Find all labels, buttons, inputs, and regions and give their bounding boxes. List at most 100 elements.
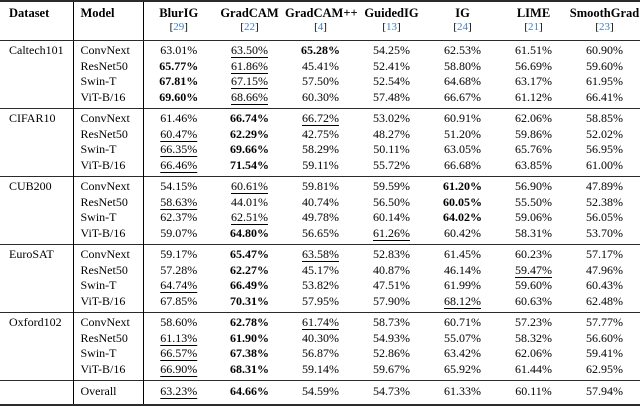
model-name: Swin-T [73,142,144,158]
metric-cell: 61.44% [498,362,569,381]
metric-value: 60.63% [515,293,552,308]
metric-cell: 52.41% [356,59,427,75]
dataset-name: Caltech101 [0,40,74,109]
metric-cell: 42.75% [285,127,356,143]
dataset-group-oxford102: Oxford102 ConvNext 58.60% 62.78% 61.74% 58.73… [0,312,640,381]
table-row: ResNet50 57.28% 62.27% 45.17% 40.87% 46.14% 59… [0,262,640,279]
metric-cell: 60.71% [427,313,498,331]
metric-value: 52.38% [586,194,623,209]
metric-value: 61.00% [586,157,623,172]
overall-row: Overall 63.23% 64.66% 54.59% 54.73% 61.33% 60.… [0,380,640,405]
metric-value: 64.68% [444,74,481,88]
metric-cell: 60.43% [569,278,640,294]
column-header-label: Model [80,6,115,20]
column-header-label: Dataset [9,6,50,20]
metric-cell: 64.68% [427,74,498,90]
citation-link[interactable]: 23 [599,21,610,33]
metric-cell: 60.05% [427,195,498,211]
citation-link[interactable]: 13 [386,21,397,33]
metric-value: 63.05% [444,142,481,156]
metric-cell: 54.73% [356,381,427,405]
citation-link[interactable]: 4 [317,21,324,33]
metric-value: 60.30% [302,89,339,104]
metric-cell: 61.99% [427,278,498,294]
metric-value: 55.72% [373,157,410,172]
metric-cell: 60.23% [498,245,569,263]
metric-cell: 58.29% [285,142,356,158]
metric-value: 47.51% [373,278,410,292]
table-row: ViT-B/16 66.90% 68.31% 59.14% 59.67% 65.92% 61… [0,361,640,381]
metric-value: 59.06% [515,210,552,224]
metric-cell: 59.41% [569,346,640,362]
metric-value: 60.42% [444,225,481,240]
metric-value: 59.59% [373,179,410,193]
metric-value: 66.68% [444,157,481,172]
metric-cell: 61.45% [427,245,498,263]
metric-cell: 56.95% [569,142,640,158]
metric-value: 61.20% [443,179,482,193]
citation-bracket: [4] [314,21,327,33]
citation-link[interactable]: 29 [173,21,185,33]
metric-cell: 52.86% [356,346,427,362]
metric-value: 62.37% [160,210,198,224]
metric-cell: 59.86% [498,127,569,143]
metric-value: 67.15% [231,74,268,88]
metric-cell: 69.60% [143,90,214,109]
metric-cell: 56.90% [498,177,569,195]
overall-group: Overall 63.23% 64.66% 54.59% 54.73% 61.33% 60.… [0,380,640,405]
metric-value: 51.20% [444,126,481,141]
column-header-label: BlurIG [159,6,199,20]
metric-cell: 66.90% [143,362,214,381]
metric-cell: 49.78% [285,210,356,226]
citation-bracket: [22] [240,21,259,33]
metric-value: 57.90% [373,293,410,308]
metric-value: 59.67% [373,361,410,376]
citation-link[interactable]: 22 [244,21,255,33]
metric-cell: 57.17% [569,245,640,263]
metric-cell: 62.48% [569,294,640,313]
metric-cell: 62.37% [143,210,214,226]
metric-cell: 61.95% [569,74,640,90]
metric-cell: 62.78% [214,313,285,331]
metric-value: 63.85% [515,157,552,172]
metric-value: 56.90% [515,179,552,193]
metric-value: 61.33% [444,384,481,398]
model-name: ResNet50 [73,194,144,210]
citation-link[interactable]: 24 [457,21,468,33]
table-row: EuroSAT ConvNext 59.17% 65.47% 63.58% 52.83% 6… [0,244,640,313]
metric-cell: 53.82% [285,278,356,294]
metric-value: 46.14% [444,262,481,277]
metric-value: 63.23% [160,384,198,398]
metric-value: 60.05% [443,194,482,209]
metric-value: 63.50% [231,43,268,57]
table-row: Oxford102 ConvNext 58.60% 62.78% 61.74% 58.73… [0,312,640,381]
metric-value: 56.87% [302,346,339,360]
metric-value: 54.25% [373,43,410,57]
metric-cell: 66.41% [569,90,640,109]
metric-cell: 59.17% [143,245,214,263]
metric-cell: 40.30% [285,331,356,347]
metric-cell: 59.67% [356,362,427,381]
metric-cell: 57.95% [285,294,356,313]
metric-cell: 59.06% [498,210,569,226]
metric-value: 59.17% [160,247,198,261]
citation-link[interactable]: 21 [528,21,539,33]
metric-value: 58.80% [444,58,481,73]
column-header-guidedig: GuidedIG [13] [356,1,427,41]
metric-value: 57.94% [586,384,623,398]
metric-cell: 47.96% [569,263,640,279]
column-header-model: Model [73,1,144,41]
metric-cell: 57.50% [285,74,356,90]
metric-cell: 56.05% [569,210,640,226]
metric-cell: 63.17% [498,74,569,90]
citation-bracket: [24] [453,21,472,33]
metric-cell: 60.30% [285,90,356,109]
metric-value: 52.02% [586,126,623,141]
metric-cell: 52.38% [569,195,640,211]
metric-cell: 59.14% [285,362,356,381]
metric-value: 59.60% [515,278,552,292]
metric-cell: 61.00% [569,158,640,177]
dataset-group-cifar10: CIFAR10 ConvNext 61.46% 66.74% 66.72% 53.02% 6… [0,108,640,177]
metric-value: 50.11% [373,142,410,156]
metric-cell: 60.90% [569,41,640,59]
